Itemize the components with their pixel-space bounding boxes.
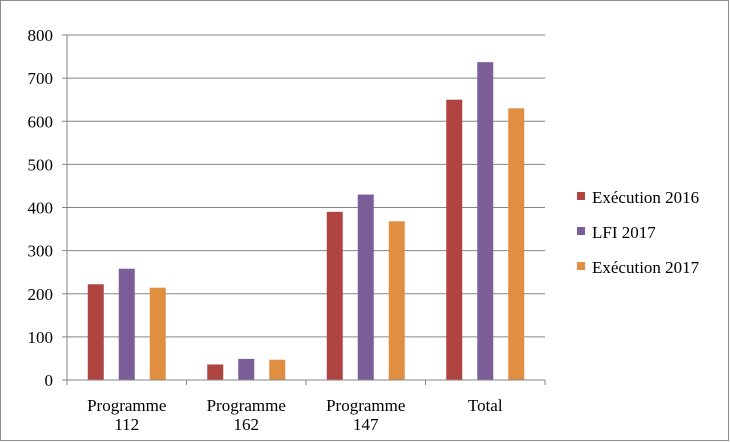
y-tick-label: 500 bbox=[28, 155, 54, 174]
y-tick-label: 700 bbox=[28, 69, 54, 88]
bar-1-4 bbox=[446, 99, 463, 380]
y-tick-label: 200 bbox=[28, 285, 54, 304]
y-tick-label: 400 bbox=[28, 199, 54, 218]
legend-label: Exécution 2017 bbox=[592, 258, 700, 277]
y-tick-label: 600 bbox=[28, 112, 54, 131]
bar-3-4 bbox=[508, 108, 525, 380]
bar-1-2 bbox=[207, 364, 224, 380]
bar-2-3 bbox=[357, 194, 374, 380]
x-category-label: Programme 112 bbox=[87, 396, 166, 434]
y-axis-tick-labels: 0 100 200 300 400 500 600 700 800 bbox=[28, 26, 54, 390]
bar-2-2 bbox=[238, 358, 255, 380]
bar-3-3 bbox=[388, 221, 405, 380]
y-tick-label: 800 bbox=[28, 26, 54, 45]
legend-swatch bbox=[577, 192, 585, 200]
y-tick-label: 300 bbox=[28, 242, 54, 261]
legend-swatch bbox=[577, 262, 585, 270]
x-axis-category-labels: Programme 112 Programme 162 Programme 147 Tota… bbox=[87, 396, 503, 434]
y-tick-label: 0 bbox=[45, 371, 54, 390]
bar-1-1 bbox=[87, 284, 104, 380]
legend-label: Exécution 2016 bbox=[592, 188, 699, 207]
x-category-label: Programme 162 bbox=[207, 396, 286, 434]
legend-label: LFI 2017 bbox=[592, 223, 656, 242]
x-category-label: Total bbox=[468, 396, 503, 415]
gridlines bbox=[67, 34, 545, 338]
legend-swatch bbox=[577, 227, 585, 235]
axes bbox=[62, 34, 546, 385]
x-category-label: Programme 147 bbox=[326, 396, 405, 434]
bar-2-4 bbox=[477, 62, 494, 380]
bar-2-1 bbox=[118, 268, 135, 380]
bar-1-3 bbox=[326, 211, 343, 380]
bar-3-1 bbox=[149, 287, 166, 380]
bar-3-2 bbox=[269, 359, 286, 380]
y-tick-label: 100 bbox=[28, 328, 54, 347]
legend: Exécution 2016 LFI 2017 Exécution 2017 bbox=[577, 188, 700, 277]
bars bbox=[87, 62, 525, 380]
